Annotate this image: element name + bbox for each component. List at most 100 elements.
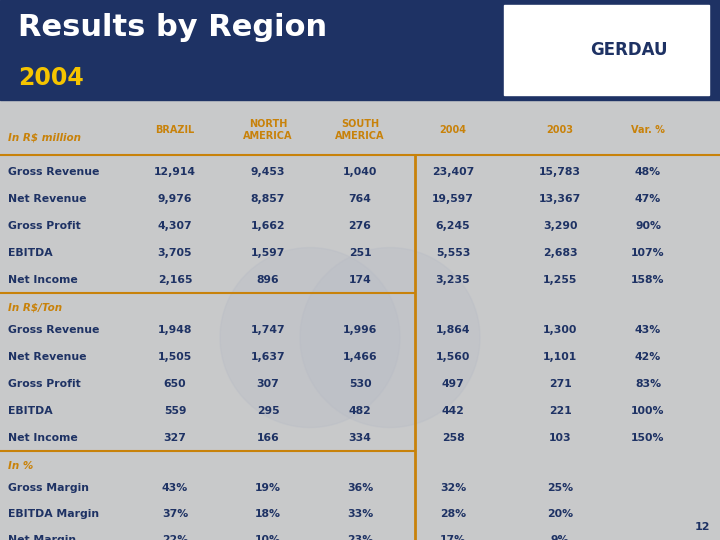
Text: 9%: 9% [551,535,570,540]
Text: Net Revenue: Net Revenue [8,352,86,362]
Text: 295: 295 [257,406,279,416]
Text: 19,597: 19,597 [432,194,474,204]
Text: 2004: 2004 [18,66,84,90]
Text: 90%: 90% [635,221,661,231]
Text: 650: 650 [163,379,186,389]
Text: 158%: 158% [631,275,665,285]
Text: 327: 327 [163,433,186,443]
Text: BRAZIL: BRAZIL [156,125,194,135]
Polygon shape [220,247,400,428]
Text: 1,637: 1,637 [251,352,285,362]
Text: Gross Profit: Gross Profit [8,379,81,389]
Text: EBITDA: EBITDA [8,406,53,416]
Text: In R$ million: In R$ million [8,133,81,143]
Text: 1,747: 1,747 [251,325,285,335]
Text: 1,996: 1,996 [343,325,377,335]
Text: SOUTH
AMERICA: SOUTH AMERICA [336,119,384,141]
Text: 12,914: 12,914 [154,167,196,177]
Text: 251: 251 [348,248,372,258]
Text: 1,101: 1,101 [543,352,577,362]
Text: 1,300: 1,300 [543,325,577,335]
Text: 1,255: 1,255 [543,275,577,285]
Text: Gross Margin: Gross Margin [8,483,89,493]
Text: 15,783: 15,783 [539,167,581,177]
Text: 258: 258 [441,433,464,443]
Text: 23,407: 23,407 [432,167,474,177]
Text: EBITDA Margin: EBITDA Margin [8,509,99,519]
Text: 37%: 37% [162,509,188,519]
Text: 43%: 43% [162,483,188,493]
Text: GERDAU: GERDAU [590,41,668,59]
Text: 764: 764 [348,194,372,204]
Text: Gross Revenue: Gross Revenue [8,325,99,335]
Polygon shape [300,247,480,428]
Text: 2003: 2003 [546,125,574,135]
Text: 18%: 18% [255,509,281,519]
Text: Gross Revenue: Gross Revenue [8,167,99,177]
Text: 530: 530 [348,379,372,389]
Text: 1,560: 1,560 [436,352,470,362]
Text: 1,505: 1,505 [158,352,192,362]
Text: 2,165: 2,165 [158,275,192,285]
Text: 1,864: 1,864 [436,325,470,335]
Text: 25%: 25% [547,483,573,493]
Text: 174: 174 [348,275,372,285]
Text: 32%: 32% [440,483,466,493]
Text: 166: 166 [256,433,279,443]
Text: 150%: 150% [631,433,665,443]
Text: 22%: 22% [162,535,188,540]
Text: 5,553: 5,553 [436,248,470,258]
Text: Results by Region: Results by Region [18,14,327,43]
Text: 1,040: 1,040 [343,167,377,177]
Text: NORTH
AMERICA: NORTH AMERICA [243,119,293,141]
Text: 497: 497 [441,379,464,389]
Text: In R$/Ton: In R$/Ton [8,303,62,313]
Text: 276: 276 [348,221,372,231]
Text: 442: 442 [441,406,464,416]
Text: 3,290: 3,290 [543,221,577,231]
Text: 3,705: 3,705 [158,248,192,258]
Text: Net Revenue: Net Revenue [8,194,86,204]
Text: 36%: 36% [347,483,373,493]
Text: 2,683: 2,683 [543,248,577,258]
Text: 1,466: 1,466 [343,352,377,362]
Text: 334: 334 [348,433,372,443]
Text: 307: 307 [256,379,279,389]
FancyBboxPatch shape [504,8,583,92]
Text: 4,307: 4,307 [158,221,192,231]
Text: 47%: 47% [635,194,661,204]
Text: 100%: 100% [631,406,665,416]
Text: 12: 12 [695,522,710,532]
Text: 1,662: 1,662 [251,221,285,231]
Text: 17%: 17% [440,535,466,540]
Text: 103: 103 [549,433,571,443]
Text: 9,976: 9,976 [158,194,192,204]
Text: 8,857: 8,857 [251,194,285,204]
Text: EBITDA: EBITDA [8,248,53,258]
Text: 13,367: 13,367 [539,194,581,204]
Text: 559: 559 [163,406,186,416]
Text: 9,453: 9,453 [251,167,285,177]
Text: 28%: 28% [440,509,466,519]
Text: 10%: 10% [255,535,281,540]
Text: 6,245: 6,245 [436,221,470,231]
Text: 43%: 43% [635,325,661,335]
Text: GD: GD [534,41,557,55]
Text: Var. %: Var. % [631,125,665,135]
Text: 3,235: 3,235 [436,275,470,285]
Text: 482: 482 [348,406,372,416]
Text: 42%: 42% [635,352,661,362]
Text: 896: 896 [257,275,279,285]
Text: 20%: 20% [547,509,573,519]
Text: 107%: 107% [631,248,665,258]
Text: 221: 221 [549,406,572,416]
Text: Net Income: Net Income [8,275,78,285]
Text: 48%: 48% [635,167,661,177]
Text: 1,948: 1,948 [158,325,192,335]
Text: 33%: 33% [347,509,373,519]
Text: 83%: 83% [635,379,661,389]
Text: 271: 271 [549,379,572,389]
Text: 2004: 2004 [439,125,467,135]
Text: Gross Profit: Gross Profit [8,221,81,231]
Text: Net Income: Net Income [8,433,78,443]
